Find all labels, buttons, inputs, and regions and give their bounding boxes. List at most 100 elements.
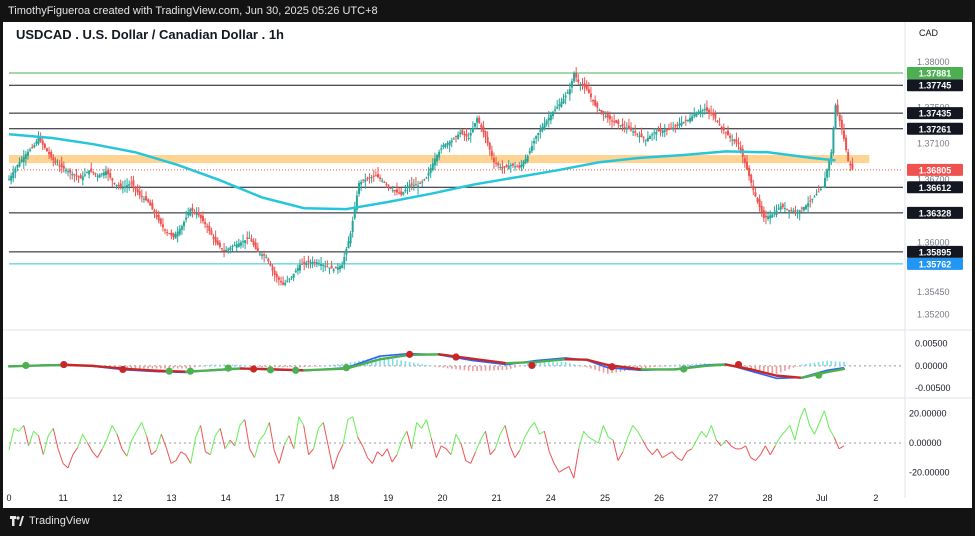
chart-panel[interactable]: CAD1.380001.375001.371001.367001.360001.… <box>3 22 972 508</box>
time-tick-label: 24 <box>546 493 556 503</box>
candle-body <box>231 246 234 248</box>
candle-body <box>851 163 854 170</box>
candle-body <box>20 159 23 162</box>
macd-histogram-bar <box>657 365 660 367</box>
oscillator-segment <box>652 448 658 456</box>
candle-body <box>185 217 188 220</box>
macd-histogram-bar <box>767 365 769 373</box>
candle-body <box>701 109 704 111</box>
candle-body <box>693 114 696 117</box>
oscillator-segment <box>563 465 570 470</box>
candle-body <box>271 266 274 271</box>
candle-body <box>684 119 687 121</box>
candle-body <box>326 266 329 268</box>
candle-body <box>79 175 82 179</box>
price-tick-label: 1.35200 <box>917 309 950 319</box>
oscillator-segment <box>111 425 118 435</box>
macd-histogram-bar <box>817 361 820 366</box>
candle-body <box>670 127 673 129</box>
candle-body <box>608 115 611 120</box>
candle-body <box>600 109 603 113</box>
macd-histogram-bar <box>678 364 681 366</box>
candle-body <box>113 182 116 184</box>
oscillator-segment <box>774 436 781 447</box>
candle-body <box>750 174 753 183</box>
macd-histogram-bar <box>413 362 415 366</box>
macd-histogram-bar <box>257 365 259 367</box>
candle-body <box>524 158 527 164</box>
moving-average <box>8 133 836 211</box>
candle-body <box>100 173 103 175</box>
candle-body <box>279 281 282 283</box>
oscillator-segment <box>293 416 300 449</box>
candle-body <box>104 171 107 176</box>
candle-body <box>564 95 567 98</box>
candle-body <box>364 179 367 182</box>
level-price-label: 1.36328 <box>919 208 952 218</box>
candle-body <box>613 121 616 123</box>
oscillator-segment <box>160 434 167 448</box>
candle-body <box>646 137 649 142</box>
oscillator-segment <box>337 444 344 455</box>
macd-histogram-bar <box>265 365 268 368</box>
candle-body <box>703 109 706 111</box>
candle-body <box>45 148 48 152</box>
candle-body <box>26 151 29 156</box>
macd-histogram-bar <box>332 364 335 366</box>
time-tick-label: 28 <box>763 493 773 503</box>
macd-histogram-bar <box>488 365 491 371</box>
candle-body <box>349 233 352 244</box>
candle-body <box>632 131 635 133</box>
candle-body <box>817 191 820 193</box>
brand-name: TradingView <box>29 515 90 527</box>
candle-body <box>630 127 633 131</box>
oscillator-segment <box>28 431 35 447</box>
candle-body <box>362 179 365 181</box>
level-price-label-bg <box>907 66 963 79</box>
oscillator-segment <box>411 422 418 449</box>
candle-body <box>516 166 519 168</box>
oscillator-segment <box>219 428 226 449</box>
macd-histogram-bar <box>446 365 449 369</box>
candle-body <box>667 128 670 130</box>
candle-body <box>208 225 211 231</box>
macd-histogram-bar <box>666 365 668 367</box>
macd-histogram-bar <box>417 363 419 366</box>
candle-body <box>775 210 778 216</box>
oscillator-segment <box>509 445 516 458</box>
oscillator-segment <box>170 460 177 464</box>
oscillator-segment <box>421 419 427 429</box>
candle-body <box>492 158 495 163</box>
oscillator-segment <box>539 430 545 435</box>
candle-body <box>575 73 578 78</box>
macd-tick-label: 0.00000 <box>915 361 948 371</box>
candle-body <box>469 132 472 136</box>
candle-body <box>389 187 392 189</box>
candle-body <box>193 211 196 213</box>
candle-body <box>142 198 145 200</box>
chart-canvas[interactable]: CAD1.380001.375001.371001.367001.360001.… <box>3 22 972 508</box>
oscillator-segment <box>165 447 172 464</box>
candle-body <box>33 145 36 148</box>
oscillator-segment <box>543 431 550 452</box>
level-price-label-bg <box>907 107 963 120</box>
oscillator-segment <box>77 434 84 448</box>
macd-histogram-bar <box>383 357 386 366</box>
macd-histogram-bar <box>290 365 293 368</box>
tradingview-brand[interactable]: TradingView <box>10 515 90 527</box>
candle-body <box>254 242 257 249</box>
level-price-label-bg <box>907 245 963 258</box>
oscillator-segment <box>190 437 197 464</box>
macd-histogram-bar <box>455 365 457 370</box>
candle-body <box>642 137 645 139</box>
oscillator-segment <box>725 439 732 447</box>
oscillator-segment <box>480 431 486 441</box>
candle-body <box>826 169 829 178</box>
candle-body <box>62 165 65 169</box>
candle-body <box>834 105 837 129</box>
macd-histogram-bar <box>653 365 655 368</box>
candle-body <box>718 124 721 126</box>
level-price-label: 1.37435 <box>919 109 952 119</box>
candle-body <box>429 168 432 173</box>
